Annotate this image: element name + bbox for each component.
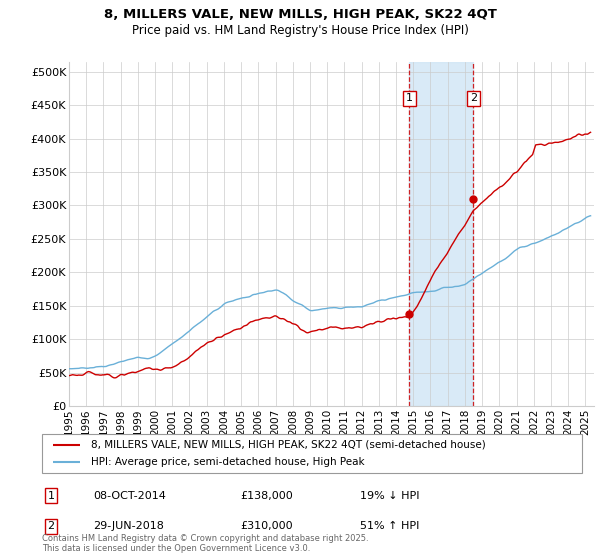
Text: £310,000: £310,000 <box>240 521 293 531</box>
Text: 1: 1 <box>47 491 55 501</box>
Text: 8, MILLERS VALE, NEW MILLS, HIGH PEAK, SK22 4QT (semi-detached house): 8, MILLERS VALE, NEW MILLS, HIGH PEAK, S… <box>91 440 485 450</box>
Text: 2: 2 <box>47 521 55 531</box>
Bar <box>409 62 473 406</box>
Text: Contains HM Land Registry data © Crown copyright and database right 2025.
This d: Contains HM Land Registry data © Crown c… <box>42 534 368 553</box>
Text: 1: 1 <box>406 94 413 104</box>
FancyBboxPatch shape <box>42 434 582 473</box>
Text: 19% ↓ HPI: 19% ↓ HPI <box>360 491 419 501</box>
Text: 29-JUN-2018: 29-JUN-2018 <box>93 521 164 531</box>
Text: 08-OCT-2014: 08-OCT-2014 <box>93 491 166 501</box>
Text: Price paid vs. HM Land Registry's House Price Index (HPI): Price paid vs. HM Land Registry's House … <box>131 24 469 36</box>
Text: HPI: Average price, semi-detached house, High Peak: HPI: Average price, semi-detached house,… <box>91 457 364 467</box>
Text: 2: 2 <box>470 94 477 104</box>
Text: 51% ↑ HPI: 51% ↑ HPI <box>360 521 419 531</box>
Text: £138,000: £138,000 <box>240 491 293 501</box>
Text: 8, MILLERS VALE, NEW MILLS, HIGH PEAK, SK22 4QT: 8, MILLERS VALE, NEW MILLS, HIGH PEAK, S… <box>104 8 496 21</box>
